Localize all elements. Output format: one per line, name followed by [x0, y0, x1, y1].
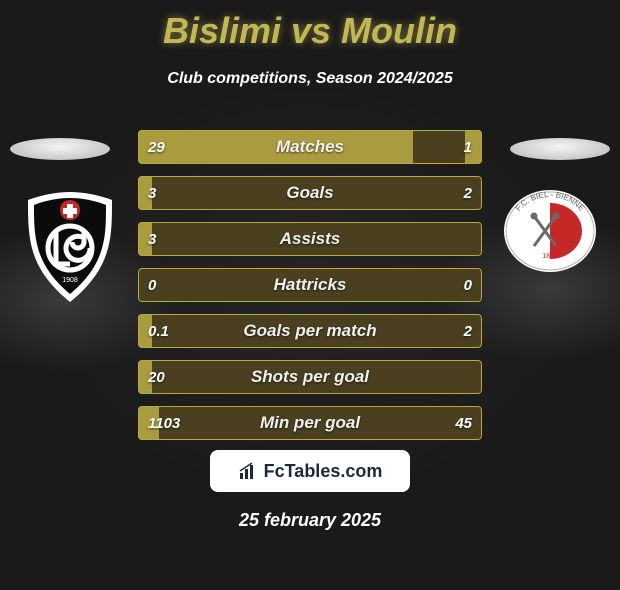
svg-text:1896: 1896 — [542, 253, 558, 260]
date-label: 25 february 2025 — [0, 510, 620, 531]
stat-row: 00Hattricks — [138, 268, 482, 302]
stat-label: Goals per match — [138, 314, 482, 348]
stat-row: 0.12Goals per match — [138, 314, 482, 348]
page-subtitle: Club competitions, Season 2024/2025 — [0, 70, 620, 88]
stat-label: Shots per goal — [138, 360, 482, 394]
club-logo-right: F.C. BIEL - BIENNE 1896 — [502, 188, 598, 274]
stat-row: 32Goals — [138, 176, 482, 210]
page-title: Bislimi vs Moulin — [0, 10, 620, 52]
stat-label: Matches — [138, 130, 482, 164]
chart-icon — [238, 461, 258, 481]
player-ellipse-left — [10, 138, 110, 160]
svg-text:1908: 1908 — [62, 277, 78, 284]
source-label: FcTables.com — [264, 461, 383, 482]
stat-label: Hattricks — [138, 268, 482, 302]
player-ellipse-right — [510, 138, 610, 160]
stat-row: 110345Min per goal — [138, 406, 482, 440]
stat-label: Goals — [138, 176, 482, 210]
comparison-rows: 291Matches 32Goals 3Assists 00Hattricks 0.12… — [138, 130, 482, 452]
stat-row: 291Matches — [138, 130, 482, 164]
stat-row: 3Assists — [138, 222, 482, 256]
club-logo-left: FC Lugano 1908 — [20, 188, 120, 306]
stat-label: Assists — [138, 222, 482, 256]
source-badge[interactable]: FcTables.com — [210, 450, 410, 492]
stat-label: Min per goal — [138, 406, 482, 440]
stat-row: 20Shots per goal — [138, 360, 482, 394]
